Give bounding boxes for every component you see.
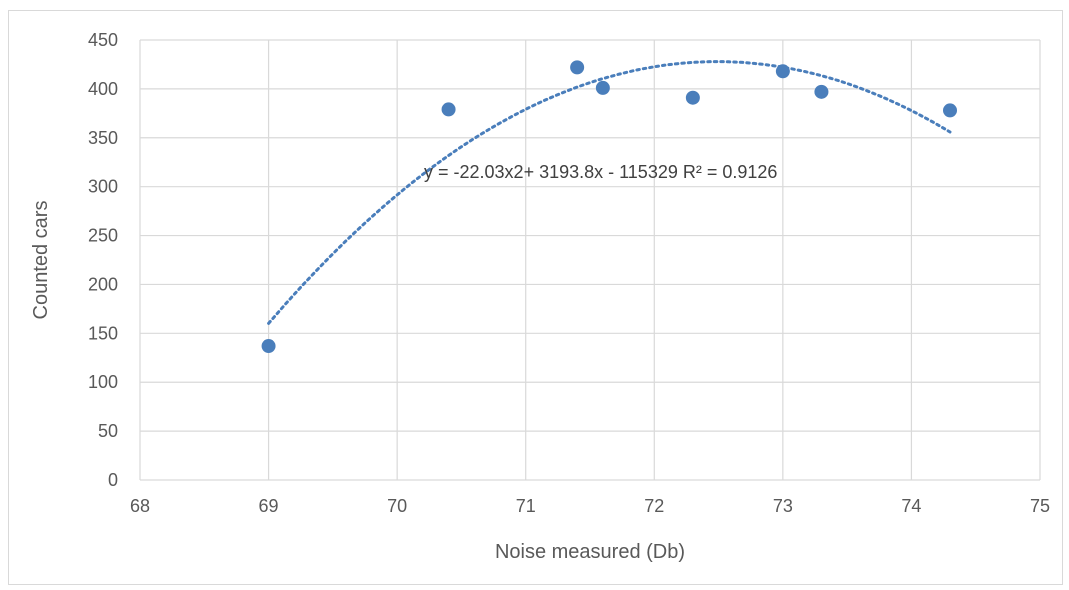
x-axis-title: Noise measured (Db) <box>495 541 685 563</box>
y-tick-label: 0 <box>108 470 118 490</box>
y-tick-label: 150 <box>88 323 118 343</box>
data-point <box>261 339 276 354</box>
y-tick-label: 400 <box>88 79 118 99</box>
data-point <box>441 102 456 117</box>
x-tick-label: 71 <box>516 496 536 516</box>
y-tick-label: 300 <box>88 177 118 197</box>
x-tick-labels: 68 69 70 71 72 73 74 75 <box>130 496 1050 516</box>
data-point <box>775 64 790 79</box>
x-tick-label: 68 <box>130 496 150 516</box>
y-axis-title: Counted cars <box>30 201 52 320</box>
trendline <box>267 60 952 325</box>
x-tick-label: 73 <box>773 496 793 516</box>
data-point <box>814 84 829 99</box>
data-point <box>570 60 585 75</box>
trendline-path <box>267 60 952 325</box>
y-tick-label: 350 <box>88 128 118 148</box>
data-point <box>595 80 610 95</box>
grid-lines <box>139 39 1041 481</box>
trendline-equation: y = -22.03x2+ 3193.8x - 115329 R² = 0.91… <box>424 162 777 182</box>
x-tick-label: 70 <box>387 496 407 516</box>
data-points <box>261 60 957 354</box>
x-tick-label: 69 <box>259 496 279 516</box>
y-tick-label: 100 <box>88 372 118 392</box>
y-tick-labels: 0 50 100 150 200 250 300 350 400 450 <box>88 30 118 490</box>
y-tick-label: 200 <box>88 274 118 294</box>
data-point <box>685 90 700 105</box>
data-point <box>943 103 957 118</box>
x-tick-label: 75 <box>1030 496 1050 516</box>
x-tick-label: 72 <box>644 496 664 516</box>
x-tick-label: 74 <box>901 496 921 516</box>
y-tick-label: 250 <box>88 226 118 246</box>
y-tick-label: 50 <box>98 421 118 441</box>
y-tick-label: 450 <box>88 30 118 50</box>
